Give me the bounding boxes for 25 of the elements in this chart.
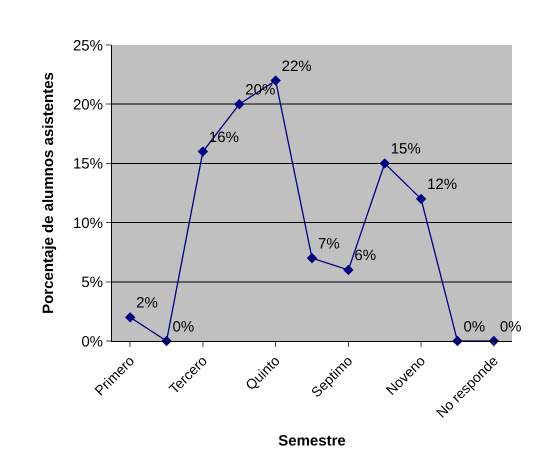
point (124, 312, 136, 323)
x-axis-title: Semestre (278, 432, 346, 450)
y-tick-label: 25% (72, 37, 103, 54)
y-tick-label: 15% (72, 156, 103, 173)
data-label: 12% (427, 176, 458, 194)
point (380, 158, 390, 169)
y-tick-label: 20% (72, 96, 103, 114)
y-axis-title: Porcentaje de alumnos asistentes (40, 72, 58, 314)
point (234, 99, 244, 110)
data-label: 7% (318, 235, 340, 252)
data-label: 0% (500, 318, 522, 336)
point (343, 264, 354, 276)
point (270, 75, 281, 86)
data-label: 22% (282, 58, 312, 75)
point (198, 146, 208, 157)
point (416, 194, 426, 204)
data-label: 0% (172, 318, 194, 336)
data-label: 6% (354, 247, 376, 264)
y-tick-label: 0% (81, 333, 103, 350)
y-tick-label: 5% (81, 274, 103, 292)
point (306, 252, 318, 264)
y-tick-label: 10% (72, 214, 103, 232)
data-label: 15% (390, 140, 421, 158)
data-label: 2% (136, 294, 158, 312)
data-label: 0% (463, 318, 486, 336)
